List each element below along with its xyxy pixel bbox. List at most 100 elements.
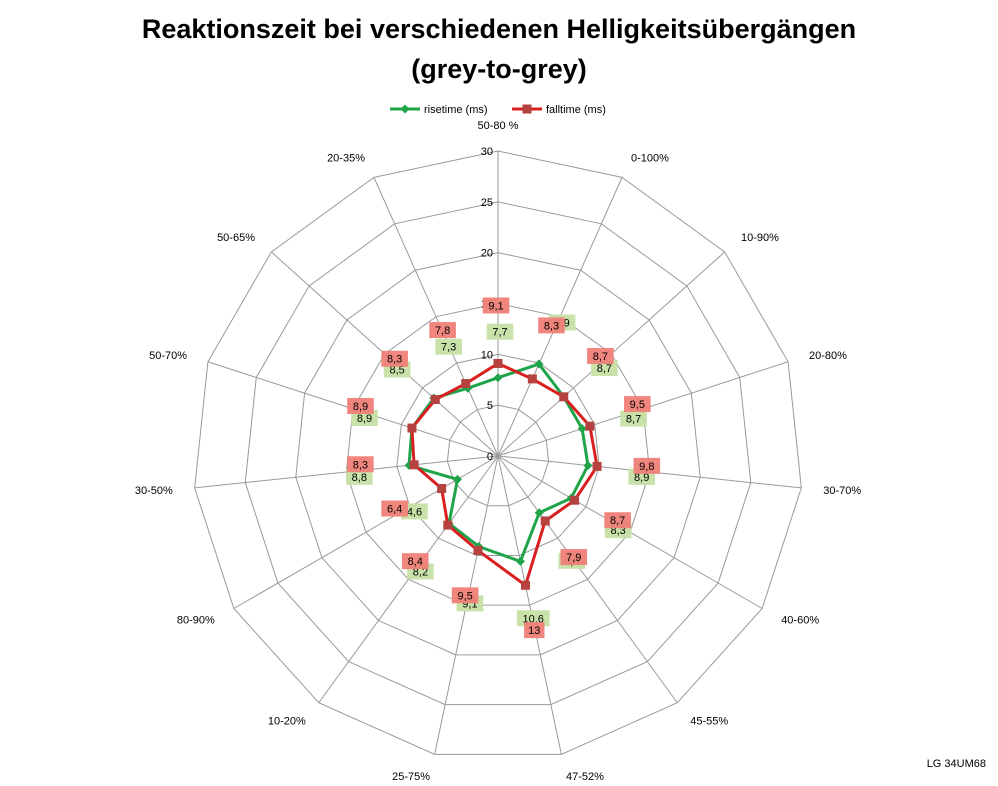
grid-ring [345,302,651,606]
data-label: 8,7 [597,363,612,375]
grid-ring [244,201,752,706]
category-label: 80-90% [177,615,215,627]
series-line [410,361,599,588]
data-label-bg [560,549,588,566]
series-point [443,520,453,530]
data-label: 8,7 [610,515,625,527]
chart-subtitle: (grey-to-grey) [411,54,587,84]
series-point [559,392,569,402]
data-label: 8,7 [593,351,608,363]
data-label-bg [524,622,545,639]
data-label: 8,4 [408,556,423,568]
data-label: 9,5 [457,590,472,602]
category-label: 47-52% [566,771,604,783]
legend-marker [522,104,532,114]
grid-ring [446,404,550,507]
series-point [407,423,417,433]
series-point [585,421,595,431]
series-point [583,460,593,470]
data-label: 8,8 [352,472,367,484]
data-label-bg [633,457,661,474]
radial-tick-label: 25 [481,197,493,209]
data-label: 7,8 [435,325,450,337]
category-label: 10-90% [741,232,779,244]
grid-spoke [497,455,562,755]
radial-tick-label: 20 [481,248,493,260]
data-label: 9,8 [639,461,654,473]
data-label: 7,7 [492,327,507,339]
data-label-bg [347,397,374,414]
series-point [473,545,483,555]
grid-ring [194,150,802,755]
data-label-bg [381,350,408,367]
data-label: 4,6 [407,506,422,518]
series-point [452,474,462,484]
category-label: 0-100% [631,152,669,164]
series-point [437,484,447,494]
chart-title: Reaktionszeit bei verschiedenen Helligke… [141,14,857,44]
data-label-bg [482,297,510,314]
data-label-bg [538,317,565,334]
category-label: 50-70% [149,350,187,362]
legend-label: falltime (ms) [546,104,606,116]
category-label: 10-20% [268,716,306,728]
data-label: 8,9 [353,401,368,413]
data-label-bg [347,456,374,473]
series-point [493,373,503,383]
series-point [577,424,587,434]
radial-tick-label: 30 [481,146,493,158]
data-label: 8,9 [634,472,649,484]
data-label-bg [587,348,614,365]
data-label: 8,3 [353,459,368,471]
data-label: 8,3 [544,320,559,332]
series-point [570,495,580,505]
series-point [592,461,602,471]
category-label: 20-80% [809,350,847,362]
data-label-bg [451,587,479,604]
legend-label: risetime (ms) [424,104,488,116]
monitor-label: LG 34UM68 [926,758,986,770]
series-point [493,358,503,368]
data-label-bg [620,410,647,427]
series-point [409,460,419,470]
data-label-bg [435,338,462,355]
data-label-bg [381,500,408,517]
data-label-bg [486,323,514,340]
data-label: 13 [528,625,540,637]
category-label: 50-65% [217,232,255,244]
category-label: 40-60% [781,615,819,627]
category-label: 20-35% [327,152,365,164]
data-label-bg [401,553,429,570]
series-point [534,508,544,518]
series-point [520,580,530,590]
category-label: 50-80 % [478,120,519,132]
data-label: 8,2 [413,567,428,579]
grid-ring [295,252,701,656]
series-point [527,374,537,384]
grid-spoke [497,455,678,704]
data-label: 8,7 [626,414,641,426]
data-label: 9,5 [630,399,645,411]
data-label: 8,3 [387,354,402,366]
category-label: 30-50% [135,485,173,497]
data-label: 9,1 [488,300,503,312]
category-label: 25-75% [392,771,430,783]
data-label: 7,3 [441,342,456,354]
radial-tick-label: 0 [487,451,493,463]
grid-spoke [233,455,499,609]
series-point [534,359,544,369]
series-point [515,556,525,566]
data-label: 6,4 [387,504,402,516]
series-point [540,516,550,526]
series-point [430,395,440,405]
legend-marker [400,104,410,114]
data-label: 8,9 [357,413,372,425]
grid-ring [396,353,600,556]
series-point [461,379,471,389]
grid-spoke [373,177,499,457]
radial-tick-label: 5 [487,400,493,412]
data-label-bg [624,396,651,413]
data-label: 8,5 [389,364,404,376]
category-label: 45-55% [690,716,728,728]
